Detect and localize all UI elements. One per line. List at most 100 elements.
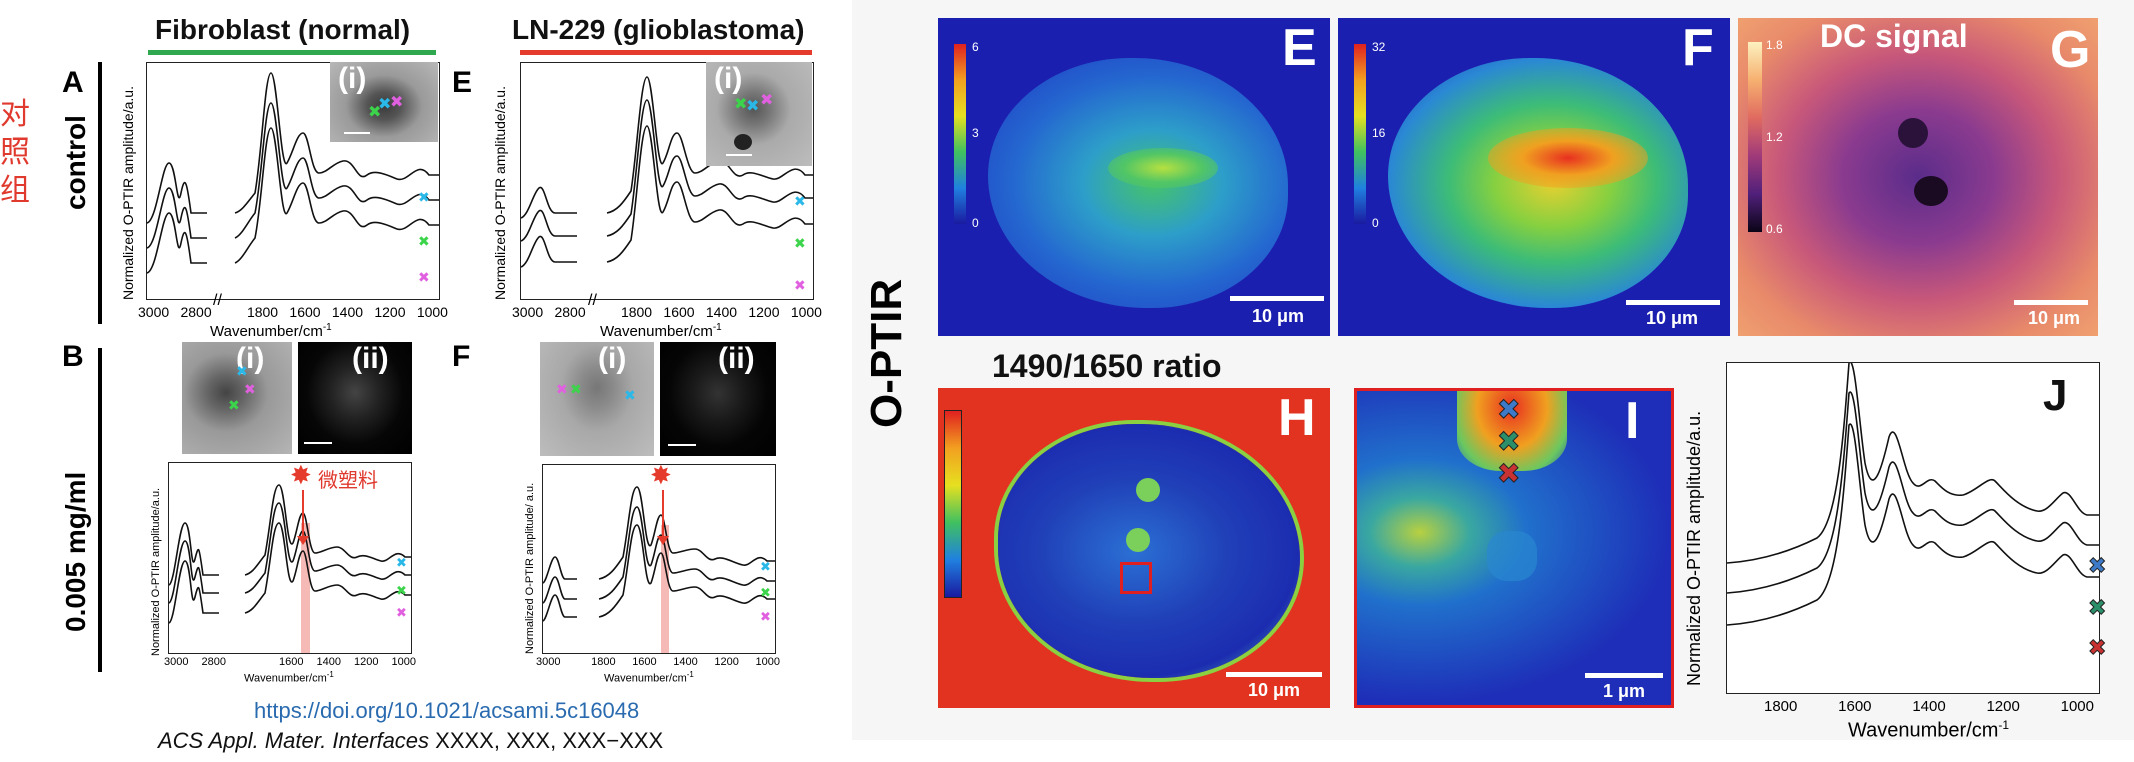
- panel-J-spectra: [1726, 361, 2099, 626]
- marker-cyan-icon: ✖: [396, 556, 407, 571]
- tick: 2800: [201, 656, 226, 668]
- bright-spot: [1126, 528, 1150, 552]
- panel-G-heatmap: 1.8 1.2 0.6 DC signal G 10 μm: [1738, 18, 2098, 336]
- scalebar-label: 10 μm: [2028, 308, 2081, 328]
- roman-i-label: (i): [714, 62, 743, 95]
- scalebar-label: 1 μm: [1603, 681, 1646, 701]
- marker-cyan-icon: ✖: [624, 388, 636, 404]
- marker-magenta-icon: ✖: [390, 92, 404, 111]
- tick: 3000: [536, 656, 561, 668]
- hotspot: [1488, 128, 1648, 188]
- tick: 1000: [755, 656, 780, 668]
- scalebar: [1585, 673, 1663, 678]
- marker-cyan-icon: ✖: [378, 94, 392, 113]
- dark-cell-blob: [734, 134, 752, 150]
- panel-letter-A: A: [62, 66, 84, 99]
- panel-J-xlabel: Wavenumber/cm-1: [1848, 718, 2010, 742]
- row-divider-dose: [98, 348, 102, 672]
- marker-green-icon: ✖: [760, 586, 771, 601]
- microplastic-label: 微塑料: [318, 468, 378, 492]
- scalebar: [1226, 672, 1322, 677]
- microplastic-arrow-head: [657, 536, 669, 545]
- panel-letter-I: I: [1625, 392, 1640, 450]
- roman-i-label: (i): [338, 62, 367, 95]
- scalebar: [726, 154, 752, 156]
- panel-F-ticks: 3000 1800 1600 1400 1200 1000: [536, 656, 780, 668]
- panel-H-heatmap: H 10 μm: [938, 388, 1330, 708]
- marker-magenta-icon: ✖: [244, 382, 256, 398]
- doi-link[interactable]: https://doi.org/10.1021/acsami.5c16048: [254, 698, 640, 723]
- tick: 1800: [620, 304, 653, 320]
- marker-blue-icon: ✖: [2087, 554, 2107, 580]
- panel-letter-G: G: [2050, 21, 2091, 79]
- o-ptir-side-title: O-PTIR: [862, 278, 911, 428]
- scalebar: [1626, 300, 1720, 305]
- marker-magenta-icon: ✖: [418, 270, 430, 286]
- marker-green-icon: ✖: [368, 102, 382, 121]
- scalebar: [668, 444, 696, 446]
- tick: 1600: [632, 656, 657, 668]
- microplastic-arrow-head: [297, 536, 309, 545]
- chinese-char-2: 照: [0, 135, 30, 170]
- panel-A-ticks: 3000 2800 1800 1600 1400 1200 1000: [138, 304, 448, 320]
- marker-green-icon: ✖: [794, 236, 806, 252]
- colorbar-E-min: 0: [972, 216, 979, 230]
- roman-ii-label: (ii): [352, 342, 389, 375]
- panel-E-ticks: 3000 2800 1800 1600 1400 1200 1000: [512, 304, 822, 320]
- header-fibroblast: Fibroblast (normal): [155, 14, 411, 45]
- panel-E-xlabel: Wavenumber/cm-1: [600, 322, 722, 340]
- panel-B-plot: [168, 462, 412, 654]
- zoom-region-box[interactable]: [1120, 562, 1152, 594]
- tick: 1000: [2060, 698, 2094, 715]
- panel-letter-F: F: [1682, 19, 1714, 77]
- mid-patch: [1487, 531, 1537, 581]
- colorbar-E-max: 6: [972, 40, 979, 54]
- marker-green-icon: ✖: [396, 584, 407, 599]
- marker-magenta-icon: ✖: [760, 610, 771, 625]
- scalebar: [1230, 296, 1324, 301]
- tick: 1200: [374, 304, 406, 320]
- microplastic-band: [301, 523, 310, 653]
- marker-magenta-icon: ✖: [794, 278, 806, 294]
- tick: 1800: [246, 304, 279, 320]
- tick: 3000: [164, 656, 189, 668]
- colorbar-G-mid: 1.2: [1766, 130, 1783, 144]
- marker-green-icon: ✖: [228, 398, 240, 414]
- tick: 1800: [591, 656, 616, 668]
- panel-F-xlabel: Wavenumber/cm-1: [604, 670, 694, 685]
- microplastic-star-icon: ✸: [650, 460, 672, 490]
- tick: 1200: [354, 656, 379, 668]
- tick: 1000: [790, 304, 822, 320]
- panel-J-plot: J: [1726, 361, 2100, 694]
- tick: 1200: [1986, 698, 2020, 715]
- colorbar-F-mid: 16: [1372, 126, 1386, 140]
- colorbar-F-min: 0: [1372, 216, 1379, 230]
- header-ln229-underline: [520, 50, 812, 55]
- panel-A-ylabel: Normalized O-PTIR amplitude/a.u.: [120, 86, 136, 300]
- panel-letter-J: J: [2043, 371, 2068, 420]
- marker-green-icon: ✖: [734, 94, 748, 113]
- panel-letter-B: B: [62, 340, 84, 373]
- tick: 1400: [316, 656, 341, 668]
- roman-ii-label: (ii): [718, 342, 755, 375]
- marker-green-icon: ✖: [418, 234, 430, 250]
- bright-spot: [1136, 478, 1160, 502]
- tick: 1400: [673, 656, 698, 668]
- colorbar-H: [944, 410, 962, 598]
- tick: 1200: [748, 304, 780, 320]
- chinese-control-label: 对 照 组: [0, 96, 30, 210]
- dark-spot: [1914, 176, 1948, 206]
- panel-letter-H: H: [1278, 389, 1316, 447]
- panel-E-heatmap: 6 3 0 E 10 μm: [938, 18, 1330, 336]
- scalebar: [2014, 300, 2088, 305]
- panel-A-xlabel: Wavenumber/cm-1: [210, 322, 332, 340]
- tick: 1400: [705, 304, 738, 320]
- panel-F-heatmap: 32 16 0 F 10 μm: [1338, 18, 1730, 336]
- panel-F-spectra: [542, 486, 775, 653]
- tick: 1600: [279, 656, 304, 668]
- panel-E-ylabel: Normalized O-PTIR amplitude/a.u.: [492, 86, 508, 300]
- tick: 1600: [1838, 698, 1872, 715]
- tick: 2800: [180, 304, 212, 320]
- colorbar-E-mid: 3: [972, 126, 979, 140]
- marker-cyan-icon: ✖: [236, 364, 248, 380]
